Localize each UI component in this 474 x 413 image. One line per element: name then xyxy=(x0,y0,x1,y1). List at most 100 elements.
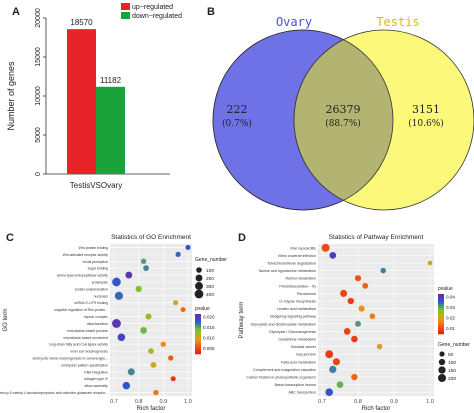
color-legend-segment xyxy=(438,310,444,313)
color-legend-segment xyxy=(195,314,201,317)
y-axis-title: Pathway term xyxy=(239,302,245,339)
x-axis-title: Rich factor xyxy=(137,406,166,412)
data-point xyxy=(427,260,433,266)
term-label: proteolysis xyxy=(92,281,109,285)
size-legend-title: Gene_number xyxy=(438,342,470,348)
panel-d-letter: D xyxy=(238,232,246,244)
color-legend-segment xyxy=(195,320,201,323)
y-tick-label: 20000 xyxy=(35,8,42,28)
bar-0 xyxy=(67,29,96,175)
data-point xyxy=(380,267,386,274)
color-legend-segment xyxy=(195,334,201,337)
color-legend-segment xyxy=(195,326,201,329)
color-legend-segment xyxy=(438,322,444,325)
data-point xyxy=(354,275,362,282)
term-label: ABC transporters xyxy=(288,391,316,395)
chart-title: Statistics of Pathway Enrichment xyxy=(329,234,424,241)
data-point xyxy=(170,376,176,382)
x-tick-label: 0.9 xyxy=(390,399,398,405)
legend-label: up−regulated xyxy=(132,4,173,11)
x-axis-title: Rich factor xyxy=(362,406,391,412)
legend-swatch xyxy=(121,12,130,19)
data-point xyxy=(143,265,149,272)
term-label: Hedgehog signaling pathway xyxy=(270,315,316,319)
venn-both-pct: (88.7%) xyxy=(325,118,361,129)
color-legend-segment xyxy=(195,316,201,319)
term-label: Phototransduction − fly xyxy=(279,284,316,288)
color-legend-segment xyxy=(438,312,444,315)
term-label: Fatty acid metabolism xyxy=(281,360,316,364)
color-legend-label: 0.005 xyxy=(203,346,215,351)
color-legend-segment xyxy=(438,314,444,317)
data-point xyxy=(336,381,344,388)
data-point xyxy=(329,252,337,259)
size-legend-dot xyxy=(438,374,446,382)
color-legend-segment xyxy=(438,328,444,331)
term-label: Peroxisome xyxy=(297,292,316,296)
term-label: Wnt-activated receptor activity xyxy=(63,253,109,257)
data-point xyxy=(117,333,126,342)
data-point xyxy=(112,277,121,287)
color-legend-segment xyxy=(438,306,444,309)
x-tick-label: 0.9 xyxy=(160,399,168,405)
size-legend-dot xyxy=(195,274,203,282)
data-point xyxy=(148,348,154,354)
panel-c-letter: C xyxy=(6,232,14,244)
data-point xyxy=(127,368,135,376)
size-legend-label: 100 xyxy=(448,360,456,366)
term-label: protein polymerization xyxy=(75,287,108,291)
color-legend-segment xyxy=(195,332,201,335)
term-label: sugar binding xyxy=(88,267,108,271)
plot-background xyxy=(110,244,192,396)
data-point xyxy=(180,307,186,313)
color-legend-segment xyxy=(438,294,444,297)
size-legend-label: 200 xyxy=(448,376,456,382)
term-label: Glycolysis / Gluconeogenesis xyxy=(269,330,316,334)
term-label: Carbon fixation in photosynthetic organi… xyxy=(246,376,316,380)
color-legend-segment xyxy=(438,330,444,333)
size-legend-title: Gene_number xyxy=(195,257,227,263)
data-point xyxy=(329,365,337,374)
data-point xyxy=(358,305,365,312)
color-legend-segment xyxy=(438,320,444,323)
chart-title: Statistics of GO Enrichment xyxy=(111,234,191,241)
term-label: Gonadal cancer xyxy=(291,345,317,349)
size-legend-label: 400 xyxy=(206,292,214,298)
venn-right-count: 3151 xyxy=(412,103,440,116)
legend-label: down−regulated xyxy=(132,13,182,20)
color-legend-segment xyxy=(195,336,201,339)
color-legend-segment xyxy=(438,302,444,305)
data-point xyxy=(362,282,369,289)
x-tick-label: 0.7 xyxy=(318,399,326,405)
term-label: Complement and coagulation cascades xyxy=(253,368,316,372)
term-label: DNA integration xyxy=(84,370,108,374)
venn-both-count: 26379 xyxy=(326,103,361,116)
size-legend-label: 200 xyxy=(206,276,214,282)
color-legend-title: pvalue xyxy=(195,306,210,312)
size-legend-label: 300 xyxy=(206,284,214,290)
y-tick-label: 0 xyxy=(35,172,42,176)
x-category-label: TestisVSOvary xyxy=(70,181,122,190)
size-legend-dot xyxy=(438,358,446,366)
venn-diagram: Ovary Testis 222 (0.7%) 26379 (88.7%) 31… xyxy=(212,15,474,211)
panel-b-letter: B xyxy=(207,6,215,18)
y-axis-title: Number of genes xyxy=(6,61,16,131)
color-legend-label: 0.020 xyxy=(203,315,215,320)
color-legend-segment xyxy=(195,350,201,353)
plot-background xyxy=(318,244,434,396)
data-point xyxy=(340,289,348,297)
term-label: embryonic retina morphogenesis in camera… xyxy=(33,357,108,361)
size-legend-label: 150 xyxy=(448,368,456,374)
size-legend-label: 100 xyxy=(206,268,214,274)
data-point xyxy=(140,327,147,334)
data-point xyxy=(114,291,123,300)
color-legend-segment xyxy=(438,332,444,335)
color-legend-segment xyxy=(438,318,444,321)
data-point xyxy=(355,320,361,327)
data-point xyxy=(351,335,358,343)
term-label: visual perception xyxy=(83,260,109,264)
term-label: cilium assembly xyxy=(84,384,108,388)
term-label: negative regulation of Rho protein... xyxy=(54,308,108,312)
data-point xyxy=(343,328,351,335)
color-legend-segment xyxy=(438,324,444,327)
